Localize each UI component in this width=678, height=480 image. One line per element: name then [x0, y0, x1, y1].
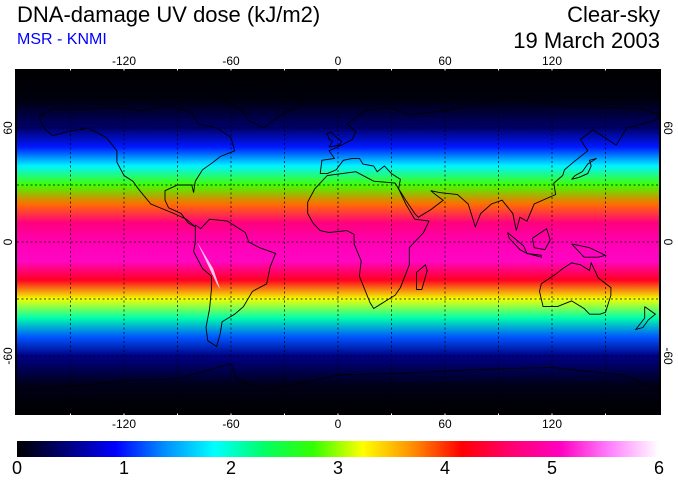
lon-tick-label-top: -60	[222, 54, 240, 68]
coastline-japan	[571, 157, 597, 180]
coastline-north-america	[37, 104, 236, 228]
lon-tick-label-bottom: 0	[335, 417, 342, 431]
coastline-south-america	[193, 218, 277, 348]
lat-lon-grid	[17, 69, 659, 415]
data-source-label: MSR - KNMI	[17, 31, 107, 48]
coastline-africa	[307, 171, 430, 310]
lon-tick-label-bottom: 120	[542, 417, 562, 431]
lon-tick-label-bottom: -60	[222, 417, 240, 431]
lon-tick-label-top: 60	[438, 54, 452, 68]
axis-tick-labels: -120 -120 -60 -60 0 0 60 60 120 120 60 60 0 0 -60 -60	[1, 54, 675, 431]
coastline-british-isles	[326, 131, 343, 148]
coastline-indochina-java	[526, 252, 542, 258]
date-label: 19 March 2003	[513, 28, 660, 53]
coastline-new-zealand	[634, 306, 657, 331]
colorbar-tick-label: 2	[225, 458, 237, 478]
lon-tick-label-top: 120	[542, 54, 562, 68]
lat-tick-label-left: 60	[1, 121, 15, 135]
coastline-australia	[539, 261, 612, 315]
coastline-borneo	[531, 227, 551, 251]
coastline-greenland	[212, 83, 303, 129]
lon-tick-label-bottom: 60	[438, 417, 452, 431]
lon-tick-label-top: 0	[335, 54, 342, 68]
lat-tick-label-right: -60	[661, 347, 675, 365]
colorbar-tick-label: 5	[546, 458, 558, 478]
colorbar-tick-label: 3	[332, 458, 344, 478]
map-title: DNA-damage UV dose (kJ/m2)	[17, 2, 321, 27]
lon-tick-label-bottom: -120	[112, 417, 136, 431]
coastlines	[17, 83, 659, 391]
colorbar-tick-label: 1	[118, 458, 130, 478]
lat-tick-label-right: 60	[661, 121, 675, 135]
colorbar	[17, 441, 659, 457]
coastline-sumatra-borneo	[506, 232, 528, 255]
coastline-antarctica	[17, 363, 659, 391]
coastline-eurasia	[319, 95, 659, 231]
colorbar-tick-label: 6	[653, 458, 665, 478]
colorbar-tick-label: 0	[11, 458, 23, 478]
lat-tick-label-left: 0	[1, 238, 15, 245]
lat-tick-label-left: -60	[1, 347, 15, 365]
colorbar-tick-label: 4	[439, 458, 451, 478]
colorbar-scale	[17, 441, 659, 457]
sky-condition-label: Clear-sky	[567, 2, 660, 27]
lat-tick-label-right: 0	[661, 239, 675, 246]
andes-maximum	[197, 242, 221, 290]
lon-tick-label-top: -120	[112, 54, 136, 68]
coastline-madagascar	[416, 264, 428, 290]
coastline-new-guinea	[571, 243, 607, 258]
